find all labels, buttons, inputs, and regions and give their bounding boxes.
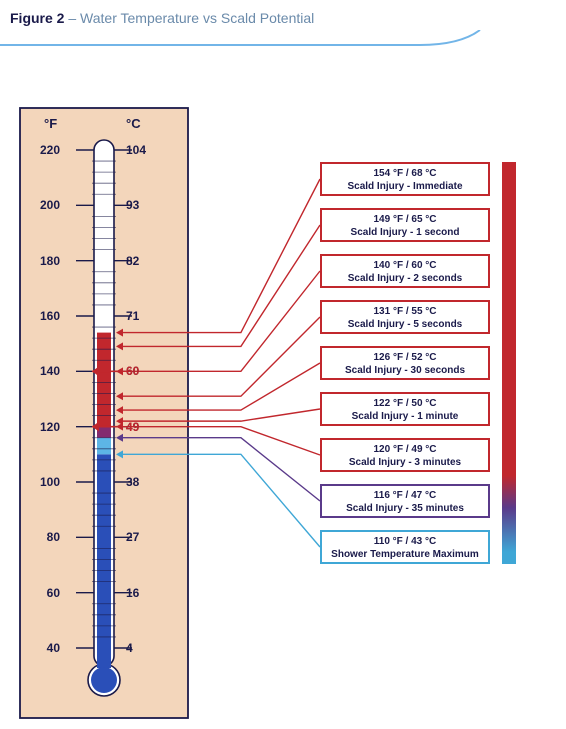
f-label: 40 [30, 641, 60, 655]
callout-desc: Scald Injury - 35 minutes [328, 503, 482, 516]
f-label: 180 [30, 254, 60, 268]
f-label: 80 [30, 530, 60, 544]
callout-desc: Scald Injury - 1 minute [328, 411, 482, 424]
c-label: 16 [126, 586, 156, 600]
f-label: 220 [30, 143, 60, 157]
callout-desc: Scald Injury - 1 second [328, 227, 482, 240]
callout-box: 110 °F / 43 °CShower Temperature Maximum [320, 530, 490, 564]
callout-temp: 116 °F / 47 °C [328, 490, 482, 503]
c-label-highlight: 60 [126, 364, 156, 378]
figure-body: °F °C 220 104 200 93 180 82 160 71 140 60 120 49 100… [0, 78, 566, 724]
callout-box: 122 °F / 50 °CScald Injury - 1 minute [320, 392, 490, 426]
figure-number: Figure 2 [10, 10, 64, 26]
c-label: 4 [126, 641, 156, 655]
figure-title: Water Temperature vs Scald Potential [80, 10, 314, 26]
callout-box: 154 °F / 68 °CScald Injury - Immediate [320, 162, 490, 196]
callout-box: 140 °F / 60 °CScald Injury - 2 seconds [320, 254, 490, 288]
f-label: 160 [30, 309, 60, 323]
header-fahrenheit: °F [44, 116, 57, 131]
header-celsius: °C [126, 116, 141, 131]
c-label: 82 [126, 254, 156, 268]
c-label: 93 [126, 198, 156, 212]
c-label: 104 [126, 143, 156, 157]
figure-caption: Figure 2 – Water Temperature vs Scald Po… [10, 10, 314, 26]
f-label: 100 [30, 475, 60, 489]
f-label: 60 [30, 586, 60, 600]
f-label: 140 [30, 364, 60, 378]
callout-desc: Scald Injury - 5 seconds [328, 319, 482, 332]
c-label: 27 [126, 530, 156, 544]
title-swoosh [0, 30, 566, 60]
callout-desc: Scald Injury - 3 minutes [328, 457, 482, 470]
callout-temp: 131 °F / 55 °C [328, 306, 482, 319]
f-label: 200 [30, 198, 60, 212]
c-label: 71 [126, 309, 156, 323]
callout-temp: 154 °F / 68 °C [328, 168, 482, 181]
figure-sep: – [64, 10, 80, 26]
callout-desc: Scald Injury - Immediate [328, 181, 482, 194]
callout-box: 116 °F / 47 °CScald Injury - 35 minutes [320, 484, 490, 518]
callout-desc: Shower Temperature Maximum [328, 549, 482, 562]
callout-desc: Scald Injury - 2 seconds [328, 273, 482, 286]
callout-temp: 122 °F / 50 °C [328, 398, 482, 411]
callout-box: 131 °F / 55 °CScald Injury - 5 seconds [320, 300, 490, 334]
callout-box: 149 °F / 65 °CScald Injury - 1 second [320, 208, 490, 242]
callout-desc: Scald Injury - 30 seconds [328, 365, 482, 378]
callout-temp: 110 °F / 43 °C [328, 536, 482, 549]
callout-temp: 120 °F / 49 °C [328, 444, 482, 457]
callout-temp: 140 °F / 60 °C [328, 260, 482, 273]
f-label: 120 [30, 420, 60, 434]
callout-box: 120 °F / 49 °CScald Injury - 3 minutes [320, 438, 490, 472]
c-label-highlight: 49 [126, 420, 156, 434]
c-label: 38 [126, 475, 156, 489]
callout-box: 126 °F / 52 °CScald Injury - 30 seconds [320, 346, 490, 380]
callout-temp: 126 °F / 52 °C [328, 352, 482, 365]
callout-temp: 149 °F / 65 °C [328, 214, 482, 227]
